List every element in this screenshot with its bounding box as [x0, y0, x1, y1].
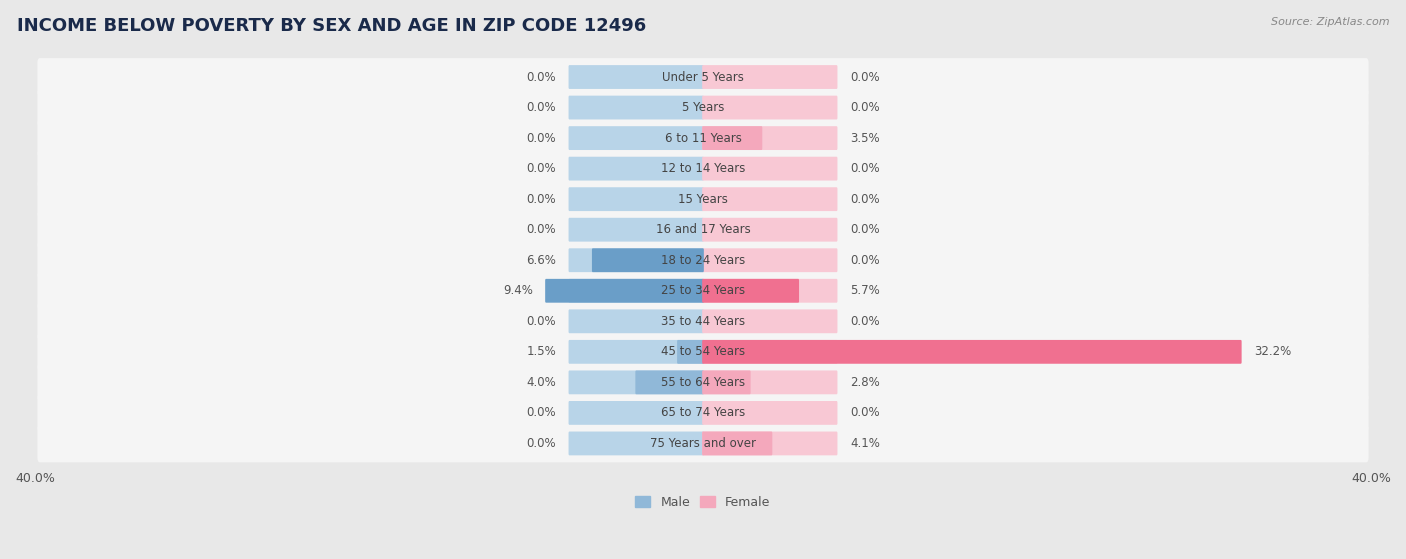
FancyBboxPatch shape: [38, 211, 1368, 249]
Text: 0.0%: 0.0%: [851, 193, 880, 206]
FancyBboxPatch shape: [592, 248, 704, 272]
FancyBboxPatch shape: [38, 119, 1368, 157]
FancyBboxPatch shape: [702, 218, 838, 241]
Text: 25 to 34 Years: 25 to 34 Years: [661, 285, 745, 297]
FancyBboxPatch shape: [38, 150, 1368, 188]
Text: 4.0%: 4.0%: [526, 376, 555, 389]
Text: 18 to 24 Years: 18 to 24 Years: [661, 254, 745, 267]
FancyBboxPatch shape: [38, 394, 1368, 432]
FancyBboxPatch shape: [702, 157, 838, 181]
FancyBboxPatch shape: [38, 89, 1368, 126]
Text: 0.0%: 0.0%: [851, 223, 880, 236]
Text: 6.6%: 6.6%: [526, 254, 555, 267]
Text: 45 to 54 Years: 45 to 54 Years: [661, 345, 745, 358]
Text: 75 Years and over: 75 Years and over: [650, 437, 756, 450]
Text: 0.0%: 0.0%: [526, 315, 555, 328]
Text: 1.5%: 1.5%: [526, 345, 555, 358]
Text: 2.8%: 2.8%: [851, 376, 880, 389]
Text: 5.7%: 5.7%: [851, 285, 880, 297]
Text: 0.0%: 0.0%: [526, 223, 555, 236]
Text: INCOME BELOW POVERTY BY SEX AND AGE IN ZIP CODE 12496: INCOME BELOW POVERTY BY SEX AND AGE IN Z…: [17, 17, 647, 35]
FancyBboxPatch shape: [568, 371, 704, 394]
Text: 3.5%: 3.5%: [851, 131, 880, 145]
FancyBboxPatch shape: [568, 126, 704, 150]
Text: 0.0%: 0.0%: [526, 162, 555, 175]
FancyBboxPatch shape: [702, 279, 799, 302]
Text: 0.0%: 0.0%: [526, 193, 555, 206]
Text: 0.0%: 0.0%: [526, 70, 555, 83]
FancyBboxPatch shape: [702, 126, 838, 150]
FancyBboxPatch shape: [568, 157, 704, 181]
Text: 35 to 44 Years: 35 to 44 Years: [661, 315, 745, 328]
FancyBboxPatch shape: [702, 371, 838, 394]
FancyBboxPatch shape: [702, 340, 838, 364]
FancyBboxPatch shape: [702, 126, 762, 150]
Text: 0.0%: 0.0%: [851, 315, 880, 328]
FancyBboxPatch shape: [38, 58, 1368, 96]
Text: 6 to 11 Years: 6 to 11 Years: [665, 131, 741, 145]
FancyBboxPatch shape: [38, 302, 1368, 340]
FancyBboxPatch shape: [702, 187, 838, 211]
Text: 16 and 17 Years: 16 and 17 Years: [655, 223, 751, 236]
Text: 32.2%: 32.2%: [1254, 345, 1291, 358]
FancyBboxPatch shape: [702, 401, 838, 425]
FancyBboxPatch shape: [702, 309, 838, 333]
Text: 0.0%: 0.0%: [851, 101, 880, 114]
Text: 0.0%: 0.0%: [526, 437, 555, 450]
FancyBboxPatch shape: [702, 65, 838, 89]
FancyBboxPatch shape: [702, 96, 838, 120]
Text: 12 to 14 Years: 12 to 14 Years: [661, 162, 745, 175]
Text: 0.0%: 0.0%: [526, 131, 555, 145]
FancyBboxPatch shape: [568, 340, 704, 364]
FancyBboxPatch shape: [568, 279, 704, 302]
Text: Under 5 Years: Under 5 Years: [662, 70, 744, 83]
FancyBboxPatch shape: [38, 363, 1368, 401]
Text: 4.1%: 4.1%: [851, 437, 880, 450]
FancyBboxPatch shape: [568, 96, 704, 120]
Text: 0.0%: 0.0%: [526, 406, 555, 419]
Text: 9.4%: 9.4%: [503, 285, 533, 297]
Text: 0.0%: 0.0%: [851, 162, 880, 175]
FancyBboxPatch shape: [702, 371, 751, 394]
Text: 0.0%: 0.0%: [851, 406, 880, 419]
FancyBboxPatch shape: [702, 432, 772, 456]
FancyBboxPatch shape: [38, 180, 1368, 218]
Text: 5 Years: 5 Years: [682, 101, 724, 114]
FancyBboxPatch shape: [636, 371, 704, 394]
FancyBboxPatch shape: [568, 401, 704, 425]
FancyBboxPatch shape: [546, 279, 704, 302]
Text: 65 to 74 Years: 65 to 74 Years: [661, 406, 745, 419]
FancyBboxPatch shape: [568, 218, 704, 241]
FancyBboxPatch shape: [38, 272, 1368, 310]
FancyBboxPatch shape: [568, 187, 704, 211]
FancyBboxPatch shape: [568, 65, 704, 89]
FancyBboxPatch shape: [38, 333, 1368, 371]
Text: 0.0%: 0.0%: [851, 254, 880, 267]
FancyBboxPatch shape: [568, 248, 704, 272]
FancyBboxPatch shape: [702, 248, 838, 272]
FancyBboxPatch shape: [38, 241, 1368, 279]
FancyBboxPatch shape: [702, 340, 1241, 364]
FancyBboxPatch shape: [678, 340, 704, 364]
Text: 15 Years: 15 Years: [678, 193, 728, 206]
Text: 55 to 64 Years: 55 to 64 Years: [661, 376, 745, 389]
Text: 0.0%: 0.0%: [526, 101, 555, 114]
Text: Source: ZipAtlas.com: Source: ZipAtlas.com: [1271, 17, 1389, 27]
FancyBboxPatch shape: [568, 432, 704, 456]
FancyBboxPatch shape: [38, 424, 1368, 462]
FancyBboxPatch shape: [702, 432, 838, 456]
Text: 0.0%: 0.0%: [851, 70, 880, 83]
Legend: Male, Female: Male, Female: [630, 491, 776, 514]
FancyBboxPatch shape: [702, 279, 838, 302]
FancyBboxPatch shape: [568, 309, 704, 333]
